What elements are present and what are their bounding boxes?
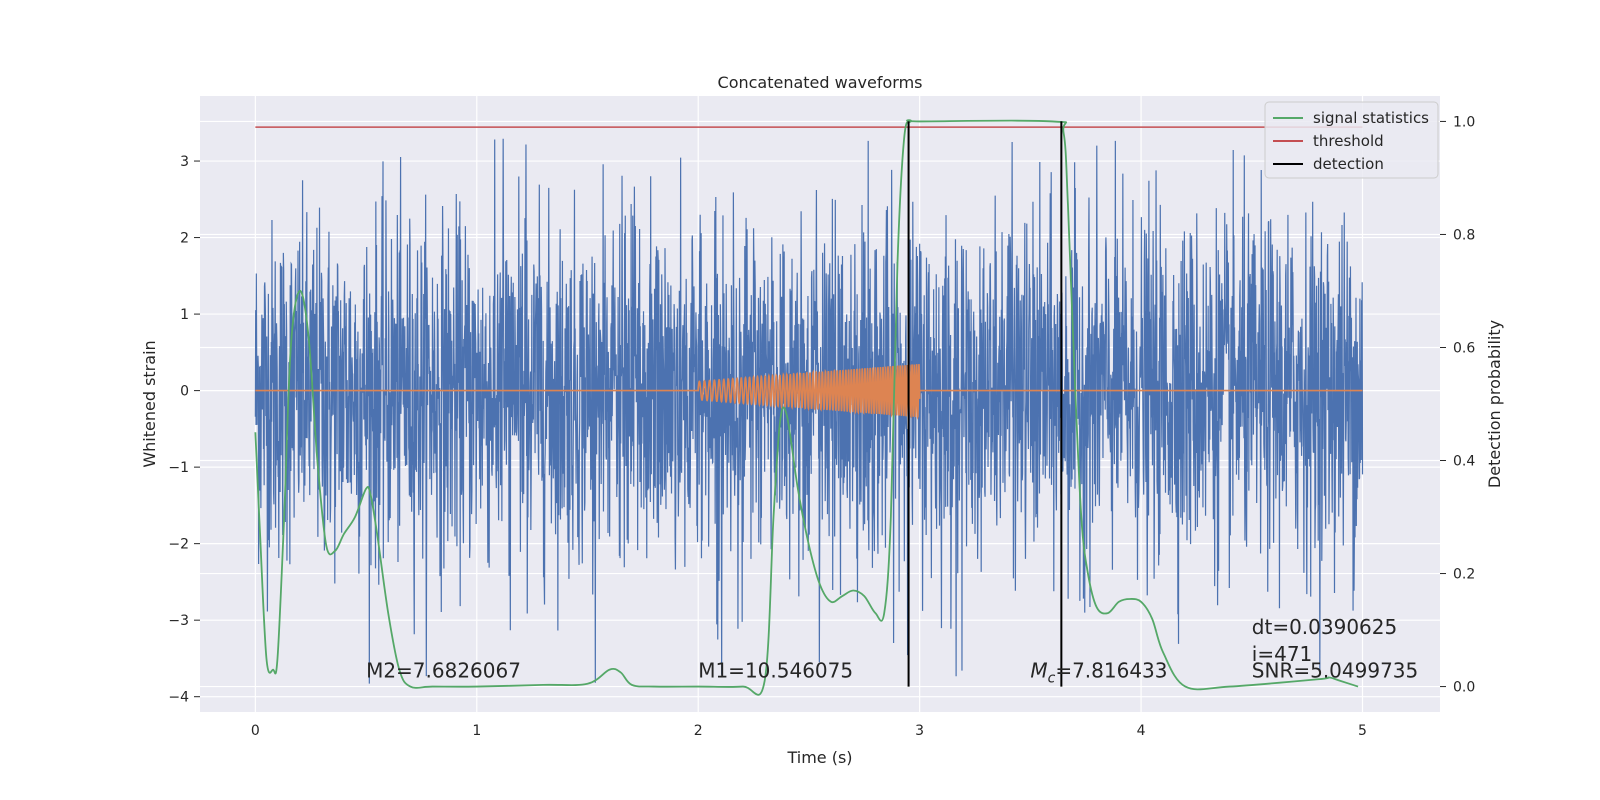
annotation-text: M1=10.546075	[698, 659, 853, 683]
annotation-text: i=471	[1252, 642, 1313, 666]
y-tick-label: 2	[180, 231, 189, 247]
y2-tick-label: 1.0	[1453, 114, 1475, 130]
legend-label: signal statistics	[1313, 109, 1429, 127]
y2-tick-label: 0.6	[1453, 340, 1475, 356]
annotation-text: dt=0.0390625	[1252, 615, 1397, 639]
x-tick-label: 5	[1358, 723, 1367, 739]
y-axis-label: Whitened strain	[140, 340, 159, 467]
y-tick-label: 1	[180, 307, 189, 323]
series-injected-chirp	[255, 364, 1363, 420]
y-tick-label: 3	[180, 154, 189, 170]
y2-tick-label: 0.2	[1453, 567, 1475, 583]
y2-axis-label: Detection probability	[1485, 320, 1504, 488]
x-tick-label: 4	[1137, 723, 1146, 739]
annotation-text: SNR=5.0499735	[1252, 659, 1418, 683]
annotations: M2=7.6826067 M1=10.546075 Mc=7.816433 SNR=5…	[366, 615, 1418, 687]
signal-statistics-line	[254, 119, 1359, 696]
x-tick-label: 0	[251, 723, 260, 739]
y-tick-label: −3	[168, 613, 189, 629]
y2-tick-label: 0.4	[1453, 454, 1475, 470]
y2-tick-label: 0.8	[1453, 227, 1475, 243]
series-detection	[907, 121, 1063, 687]
y-tick-label: 0	[180, 384, 189, 400]
series-whitened-strain	[254, 138, 1364, 684]
x-tick-label: 2	[694, 723, 703, 739]
legend-box	[1264, 101, 1439, 179]
legend-label: threshold	[1313, 132, 1384, 150]
y-tick-label: −4	[168, 690, 189, 706]
series-signal-statistics	[254, 119, 1359, 696]
x-axis-label: Time (s)	[786, 748, 852, 767]
legend-label: detection	[1313, 155, 1384, 173]
y2-tick-label: 0.0	[1453, 680, 1475, 696]
chirp-line	[255, 364, 1363, 420]
axis-ticks: 0 1 2 3 4 5 3 2 1 0 −1 −2 −3 −4 1.0 0.8 0.6 0.4 0.2 0.0	[168, 114, 1475, 739]
strain-noise-line	[254, 138, 1364, 684]
x-tick-label: 1	[472, 723, 481, 739]
y-tick-label: −2	[168, 537, 189, 553]
x-tick-label: 3	[915, 723, 924, 739]
annotation-text: Mc=7.816433	[1030, 659, 1167, 687]
y-tick-label: −1	[168, 460, 189, 476]
annotation-text: M2=7.6826067	[366, 659, 521, 683]
legend: signal statistics threshold detection	[1264, 101, 1439, 179]
chart-title: Concatenated waveforms	[718, 73, 923, 92]
